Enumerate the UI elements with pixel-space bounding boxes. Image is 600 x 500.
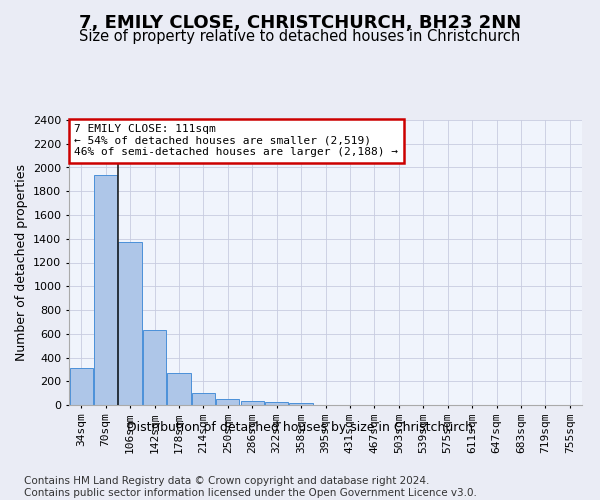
Text: Distribution of detached houses by size in Christchurch: Distribution of detached houses by size … [127, 421, 473, 434]
Bar [192, 393, 215, 405]
Bar [143, 330, 166, 405]
Text: Size of property relative to detached houses in Christchurch: Size of property relative to detached ho… [79, 29, 521, 44]
Text: Contains HM Land Registry data © Crown copyright and database right 2024.: Contains HM Land Registry data © Crown c… [24, 476, 430, 486]
Bar [70, 368, 93, 405]
Bar [216, 400, 239, 405]
Text: 7 EMILY CLOSE: 111sqm
← 54% of detached houses are smaller (2,519)
46% of semi-d: 7 EMILY CLOSE: 111sqm ← 54% of detached … [74, 124, 398, 158]
Bar [241, 401, 264, 405]
Text: Contains public sector information licensed under the Open Government Licence v3: Contains public sector information licen… [24, 488, 477, 498]
Bar [289, 402, 313, 405]
Y-axis label: Number of detached properties: Number of detached properties [14, 164, 28, 361]
Bar [118, 242, 142, 405]
Bar [167, 373, 191, 405]
Bar [265, 402, 288, 405]
Text: 7, EMILY CLOSE, CHRISTCHURCH, BH23 2NN: 7, EMILY CLOSE, CHRISTCHURCH, BH23 2NN [79, 14, 521, 32]
Bar [94, 174, 117, 405]
